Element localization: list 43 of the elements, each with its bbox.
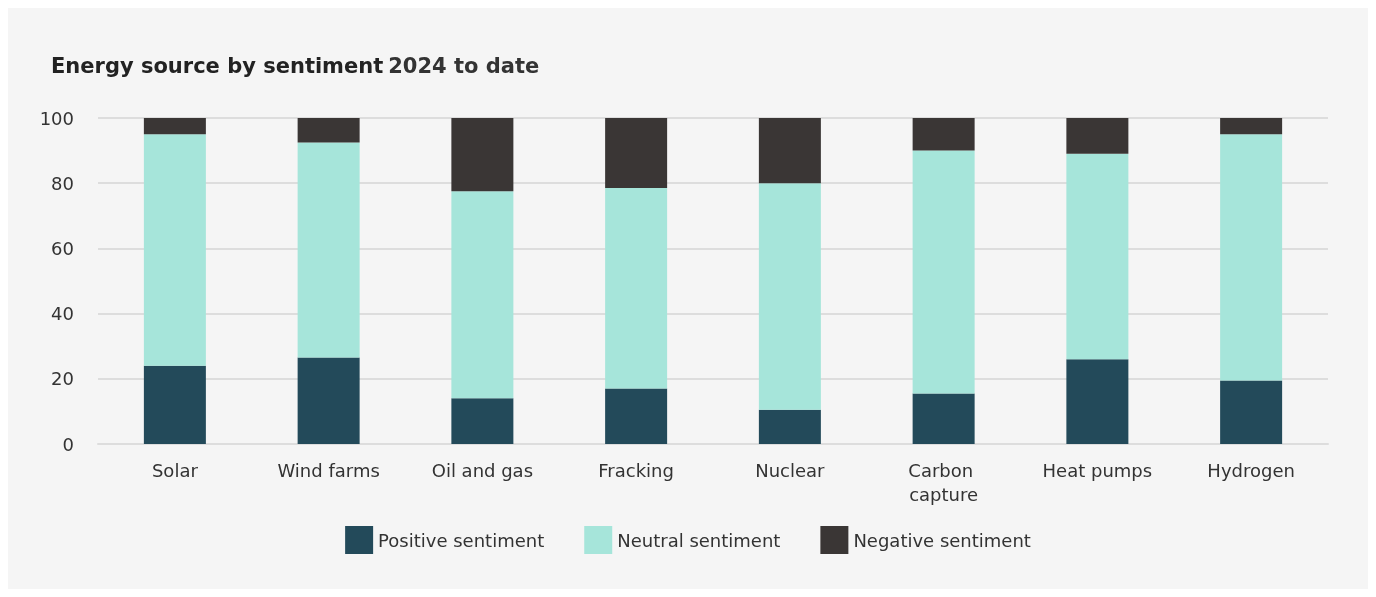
x-tick-label: Solar <box>151 459 199 481</box>
x-tick-label: Fracking <box>598 459 674 481</box>
bar <box>912 393 975 444</box>
x-tick-label: Heat pumps <box>1042 459 1153 481</box>
x-tick-label: Oil and gas <box>431 459 534 481</box>
y-tick-label: 40 <box>51 303 74 325</box>
y-tick-label: 20 <box>51 368 74 390</box>
bar <box>605 118 668 189</box>
legend-label: Neutral sentiment <box>617 529 781 551</box>
bar <box>297 142 360 358</box>
legend-label: Negative sentiment <box>853 529 1031 551</box>
bar <box>143 134 206 366</box>
legend-label: Positive sentiment <box>378 529 545 551</box>
bar <box>297 118 360 143</box>
bar <box>605 188 668 389</box>
bar <box>1066 359 1129 444</box>
bar <box>1220 134 1283 381</box>
bar <box>297 357 360 444</box>
bar <box>451 118 514 192</box>
bar <box>758 183 821 410</box>
x-tick-label: Wind farms <box>277 459 380 481</box>
x-tick-label: Carbon capture <box>908 459 979 505</box>
y-tick-label: 80 <box>51 172 74 194</box>
x-tick-label: Nuclear <box>755 459 826 481</box>
chart-subtitle: 2024 to date <box>388 53 540 78</box>
bar <box>912 118 975 151</box>
y-tick-label: 100 <box>39 107 74 129</box>
x-tick-label: Hydrogen <box>1207 459 1295 481</box>
bar <box>912 150 975 394</box>
bar <box>1066 118 1129 154</box>
chart-title: Energy source by sentiment <box>51 53 384 78</box>
bar <box>451 191 514 399</box>
bar <box>1066 153 1129 360</box>
bar <box>1220 380 1283 444</box>
bar <box>451 398 514 444</box>
bar <box>758 409 821 444</box>
y-tick-label: 60 <box>51 237 74 259</box>
bar <box>758 118 821 184</box>
bar <box>1220 118 1283 135</box>
bar <box>143 365 206 444</box>
y-tick-label: 0 <box>62 433 74 455</box>
bar <box>605 388 668 444</box>
bar <box>143 118 206 135</box>
